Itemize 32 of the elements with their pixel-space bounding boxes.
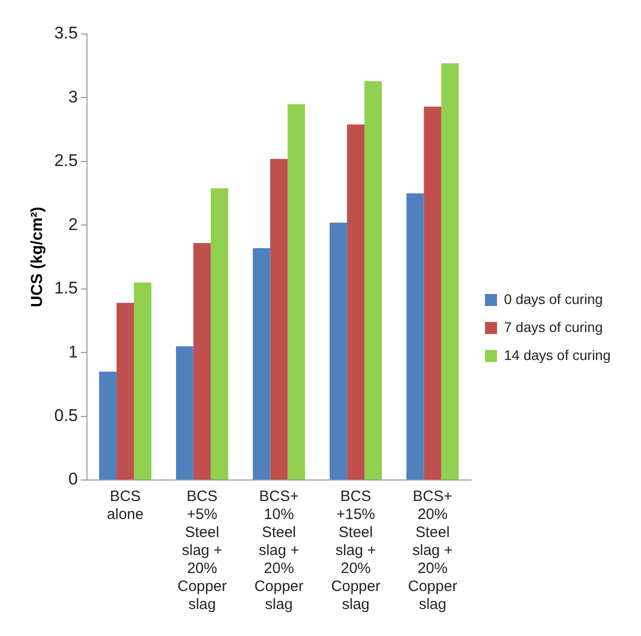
bar [364, 81, 382, 480]
y-tick-label: 2.5 [54, 151, 78, 170]
bar [252, 248, 270, 480]
y-tick-label: 0 [68, 470, 78, 489]
bar [210, 188, 228, 480]
bar [193, 242, 211, 480]
legend-label: 14 days of curing [504, 346, 611, 363]
x-tick-label: BCS +5% Steel slag + 20% Copper slag [177, 488, 227, 614]
legend-label: 7 days of curing [504, 318, 603, 335]
bar [406, 193, 424, 480]
bar [424, 106, 442, 480]
bar [176, 346, 194, 480]
legend-label: 0 days of curing [504, 290, 603, 307]
bar [116, 302, 134, 480]
bar [441, 63, 459, 480]
x-tick-label: BCS+ 10% Steel slag + 20% Copper slag [254, 488, 304, 614]
y-tick-label: 1.5 [54, 278, 78, 298]
bar [99, 372, 117, 480]
bar [288, 104, 306, 480]
y-tick-label: 0.5 [54, 406, 78, 425]
x-tick-label: BCS+ 20% Steel slag + 20% Copper slag [408, 488, 458, 614]
y-tick-label: 3.5 [54, 24, 78, 43]
y-tick-label: 2 [68, 214, 78, 234]
bar [134, 282, 152, 480]
x-tick-label: BCS +15% Steel slag + 20% Copper slag [331, 488, 380, 614]
bar [347, 124, 364, 480]
y-tick-label: 3 [68, 87, 78, 106]
bar [330, 222, 348, 480]
y-tick-label: 1 [68, 342, 78, 362]
y-axis-title: UCS (kg/cm²) [29, 206, 46, 308]
x-tick-label: BCS alone [106, 488, 144, 524]
bar [270, 158, 288, 480]
